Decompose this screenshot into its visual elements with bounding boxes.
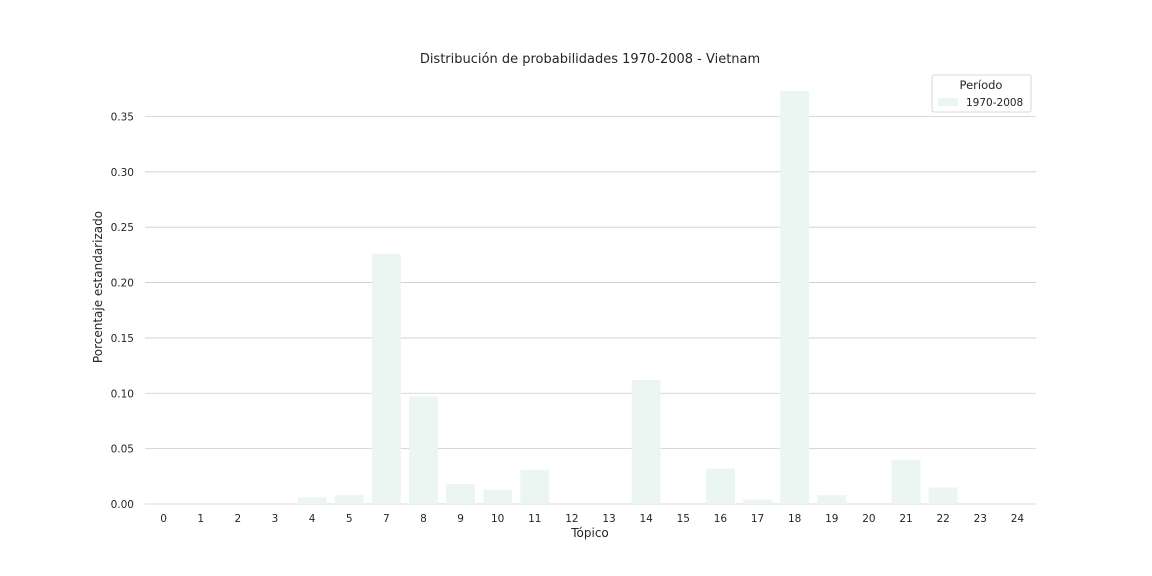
bar-topic-10: [483, 489, 513, 504]
bar-topic-16: [705, 468, 735, 504]
x-tick-label: 20: [862, 513, 875, 525]
y-tick-labels: 0.00 0.05 0.10 0.15 0.20 0.25 0.30 0.35: [111, 111, 134, 511]
bar-topic-19: [817, 495, 847, 504]
y-tick-label: 0.10: [111, 388, 134, 400]
x-tick-label: 16: [714, 513, 728, 525]
bar-topic-8: [408, 396, 438, 504]
chart-title: Distribución de probabilidades 1970-2008…: [420, 52, 760, 67]
x-tick-labels: 0 1 2 3 4 5 7 8 9 10 11 12 13 14 15 16 17 18 19 20 21 22 23 24: [160, 513, 1024, 525]
x-tick-label: 2: [234, 513, 241, 525]
x-tick-label: 5: [346, 513, 353, 525]
x-tick-label: 13: [602, 513, 615, 525]
legend-swatch: [938, 98, 958, 106]
bar-topic-11: [520, 469, 550, 504]
legend: Período 1970-2008: [931, 74, 1032, 113]
x-tick-label: 24: [1011, 513, 1025, 525]
y-tick-label: 0.20: [111, 278, 134, 290]
bar-topic-17: [743, 499, 773, 504]
y-tick-label: 0.15: [111, 333, 134, 345]
bar-topic-4: [297, 497, 327, 504]
x-tick-label: 8: [420, 513, 427, 525]
bars: [297, 91, 958, 504]
x-tick-label: 21: [899, 513, 912, 525]
y-tick-label: 0.00: [111, 499, 134, 511]
x-tick-label: 23: [974, 513, 987, 525]
legend-title: Período: [960, 78, 1003, 92]
bar-topic-14: [631, 379, 661, 504]
y-tick-label: 0.35: [111, 111, 134, 123]
y-tick-label: 0.25: [111, 222, 134, 234]
bar-topic-7: [371, 253, 401, 504]
bar-topic-22: [928, 487, 958, 504]
x-tick-label: 7: [383, 513, 390, 525]
bar-topic-5: [334, 495, 364, 504]
bar-topic-18: [780, 91, 810, 504]
x-tick-label: 14: [640, 513, 654, 525]
x-tick-label: 4: [309, 513, 316, 525]
bar-topic-21: [891, 459, 921, 504]
x-tick-label: 11: [528, 513, 541, 525]
y-tick-label: 0.05: [111, 444, 134, 456]
x-tick-label: 15: [677, 513, 690, 525]
x-tick-label: 17: [751, 513, 764, 525]
x-tick-label: 0: [160, 513, 167, 525]
x-tick-label: 1: [197, 513, 204, 525]
x-tick-label: 10: [491, 513, 504, 525]
y-axis-label: Porcentaje estandarizado: [91, 211, 105, 363]
gridlines: [145, 116, 1036, 505]
x-tick-label: 18: [788, 513, 801, 525]
x-tick-label: 19: [825, 513, 838, 525]
x-tick-label: 22: [937, 513, 950, 525]
x-tick-label: 9: [457, 513, 464, 525]
bar-topic-9: [446, 484, 476, 504]
legend-entry-label: 1970-2008: [966, 97, 1023, 109]
x-tick-label: 3: [272, 513, 279, 525]
x-axis-label: Tópico: [570, 526, 609, 540]
x-tick-label: 12: [565, 513, 578, 525]
y-tick-label: 0.30: [111, 167, 134, 179]
